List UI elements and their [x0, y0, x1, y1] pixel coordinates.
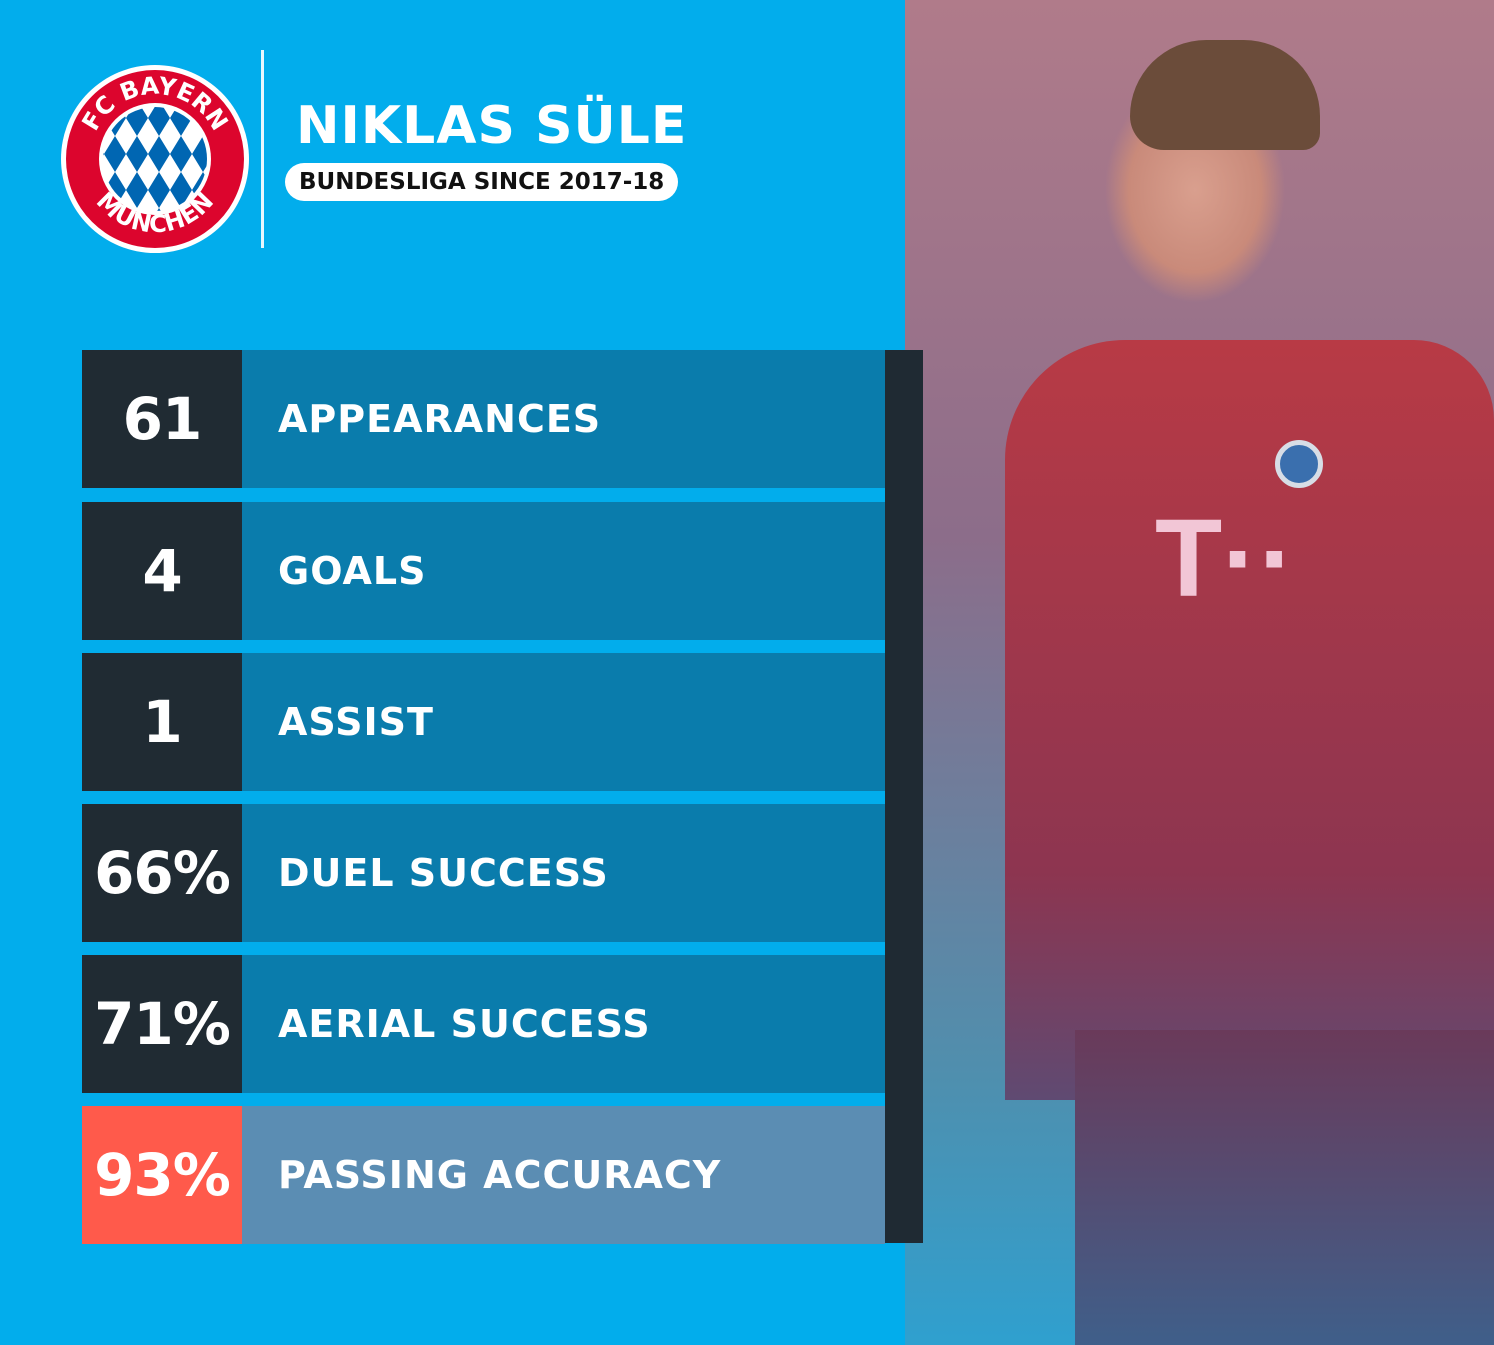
- jersey-crest: [1275, 440, 1323, 488]
- stat-value: 1: [82, 653, 242, 791]
- stat-row-appearances: 61 APPEARANCES: [82, 350, 885, 488]
- player-name: NIKLAS SÜLE: [296, 96, 688, 156]
- stat-value: 4: [82, 502, 242, 640]
- stat-label: AERIAL SUCCESS: [242, 955, 885, 1093]
- subtitle-badge: BUNDESLIGA SINCE 2017-18: [285, 163, 679, 201]
- stat-label: PASSING ACCURACY: [242, 1106, 885, 1244]
- stat-value: 93%: [82, 1106, 242, 1244]
- stats-side-bar: [885, 350, 923, 1243]
- stat-label: APPEARANCES: [242, 350, 885, 488]
- club-logo: FC BAYERN MÜNCHEN: [61, 65, 249, 253]
- stat-row-passing-accuracy: 93% PASSING ACCURACY: [82, 1106, 885, 1244]
- stat-label: GOALS: [242, 502, 885, 640]
- shorts: [1075, 1030, 1494, 1345]
- stat-row-aerial-success: 71% AERIAL SUCCESS: [82, 955, 885, 1093]
- player-photo: T··: [905, 0, 1494, 1345]
- stat-value: 71%: [82, 955, 242, 1093]
- stat-row-assist: 1 ASSIST: [82, 653, 885, 791]
- stat-label: ASSIST: [242, 653, 885, 791]
- stat-row-duel-success: 66% DUEL SUCCESS: [82, 804, 885, 942]
- stat-value: 66%: [82, 804, 242, 942]
- sponsor-logo: T··: [1155, 497, 1296, 620]
- stat-label: DUEL SUCCESS: [242, 804, 885, 942]
- jersey: [1005, 340, 1494, 1100]
- header-divider: [261, 50, 264, 248]
- stat-row-goals: 4 GOALS: [82, 502, 885, 640]
- player-head: [1130, 40, 1320, 150]
- stat-value: 61: [82, 350, 242, 488]
